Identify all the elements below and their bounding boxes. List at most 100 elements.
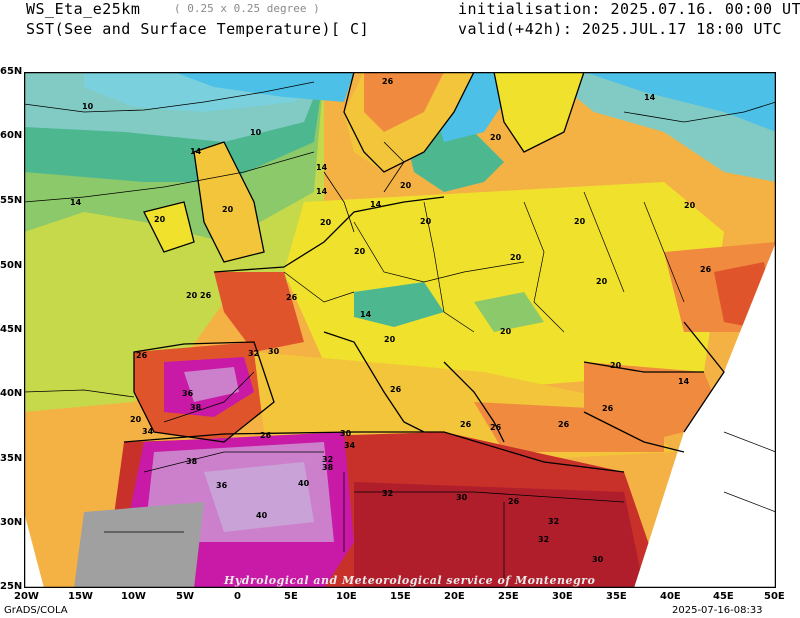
lon-label: 15E xyxy=(390,591,411,602)
contour-label: 14 xyxy=(370,200,382,209)
domain-edge-east xyxy=(634,242,776,588)
watermark: Hydrological and Meteorological service … xyxy=(223,574,595,587)
contour-label: 26 xyxy=(382,77,394,86)
contour-label: 20 xyxy=(222,205,234,214)
lon-label: 20E xyxy=(444,591,465,602)
africa-dark xyxy=(354,482,644,588)
contour-label: 30 xyxy=(592,555,604,564)
contour-label: 26 xyxy=(286,293,298,302)
contour-label: 40 xyxy=(256,511,268,520)
contour-label: 14 xyxy=(70,198,82,207)
lat-label: 35N xyxy=(0,453,23,464)
isotherms xyxy=(24,81,776,503)
contour-label: 20 xyxy=(510,253,522,262)
carpath-cool xyxy=(474,292,544,332)
model-name: WS_Eta_e25km xyxy=(26,0,141,18)
iberia-lav xyxy=(184,367,239,402)
africa-pale xyxy=(204,462,314,532)
alps-cool xyxy=(354,282,444,327)
contour-label: 38 xyxy=(322,463,334,472)
field-title: SST(See and Surface Temperature)[ C] xyxy=(26,20,370,38)
contour-label: 40 xyxy=(298,479,310,488)
contour-label: 20 xyxy=(610,361,622,370)
contour-label: 20 xyxy=(186,291,198,300)
contour-label: 20 xyxy=(500,327,512,336)
lat-label: 60N xyxy=(0,130,23,141)
sea-band-8 xyxy=(174,72,354,102)
footer-software: GrADS/COLA xyxy=(4,605,68,616)
contour-label: 20 xyxy=(400,181,412,190)
lat-label: 45N xyxy=(0,324,23,335)
contour-label-group: 10 10 14 14 14 14 14 14 14 14 20 20 20 2… xyxy=(70,77,712,564)
finland xyxy=(494,72,584,152)
contour-label: 36 xyxy=(216,481,228,490)
gb xyxy=(194,142,264,262)
contour-label: 14 xyxy=(316,187,328,196)
lon-label: 10W xyxy=(121,591,146,602)
contour-label: 30 xyxy=(340,429,352,438)
contour-label: 20 xyxy=(354,247,366,256)
contour-label: 26 xyxy=(700,265,712,274)
contour-label: 38 xyxy=(186,457,198,466)
contour-label: 20 xyxy=(684,201,696,210)
contour-label: 32 xyxy=(248,349,259,358)
contour-label: 14 xyxy=(190,147,202,156)
contour-label: 26 xyxy=(558,420,570,429)
contour-label: 10 xyxy=(250,128,262,137)
lon-label: 5W xyxy=(176,591,194,602)
contour-label: 32 xyxy=(382,489,393,498)
lon-label: 35E xyxy=(606,591,627,602)
contour-label: 26 xyxy=(602,404,614,413)
lat-label: 65N xyxy=(0,66,23,77)
contour-label: 32 xyxy=(322,455,333,464)
contour-label: 20 xyxy=(490,133,502,142)
contour-label: 14 xyxy=(316,163,328,172)
contour-label: 26 xyxy=(200,291,212,300)
lat-label: 55N xyxy=(0,195,23,206)
lon-label: 5E xyxy=(284,591,298,602)
lat-label: 25N xyxy=(0,581,23,592)
lon-label: 20W xyxy=(14,591,39,602)
contour-label: 20 xyxy=(154,215,166,224)
turkey xyxy=(584,362,724,442)
scandinavia-or xyxy=(364,72,444,132)
lat-label: 40N xyxy=(0,388,23,399)
sst-map: 10 10 14 14 14 14 14 14 14 14 20 20 20 2… xyxy=(24,72,776,588)
ireland xyxy=(144,202,194,252)
map-border xyxy=(24,72,776,588)
contour-label: 26 xyxy=(390,385,402,394)
contour-label: 26 xyxy=(260,431,272,440)
contour-label: 32 xyxy=(538,535,549,544)
lon-label: 50E xyxy=(764,591,785,602)
contour-label: 10 xyxy=(82,102,94,111)
footer-timestamp: 2025-07-16-08:33 xyxy=(672,605,763,616)
contour-label: 34 xyxy=(344,441,356,450)
grid-resolution: ( 0.25 x 0.25 degree ) xyxy=(174,2,320,15)
france-red xyxy=(214,272,304,352)
lat-label: 30N xyxy=(0,517,23,528)
africa-gray xyxy=(74,502,204,588)
contour-label: 20 xyxy=(384,335,396,344)
contour-label: 30 xyxy=(456,493,468,502)
contour-label: 20 xyxy=(320,218,332,227)
coastlines xyxy=(123,72,725,473)
contour-label: 14 xyxy=(678,377,690,386)
contour-label: 30 xyxy=(268,347,280,356)
domain-edge-sw xyxy=(24,512,44,588)
contour-label: 26 xyxy=(460,420,472,429)
central-yellow xyxy=(284,182,724,392)
contour-label: 14 xyxy=(644,93,656,102)
contour-label: 34 xyxy=(142,427,154,436)
lon-label: 10E xyxy=(336,591,357,602)
lon-label: 45E xyxy=(713,591,734,602)
contour-label: 20 xyxy=(130,415,142,424)
contour-label: 36 xyxy=(182,389,194,398)
contour-label: 20 xyxy=(596,277,608,286)
lat-label: 50N xyxy=(0,260,23,271)
contour-label: 38 xyxy=(190,403,202,412)
lon-label: 30E xyxy=(552,591,573,602)
contour-label: 32 xyxy=(548,517,559,526)
lon-label: 25E xyxy=(498,591,519,602)
contour-label: 20 xyxy=(574,217,586,226)
nordic-cool2 xyxy=(584,72,776,132)
